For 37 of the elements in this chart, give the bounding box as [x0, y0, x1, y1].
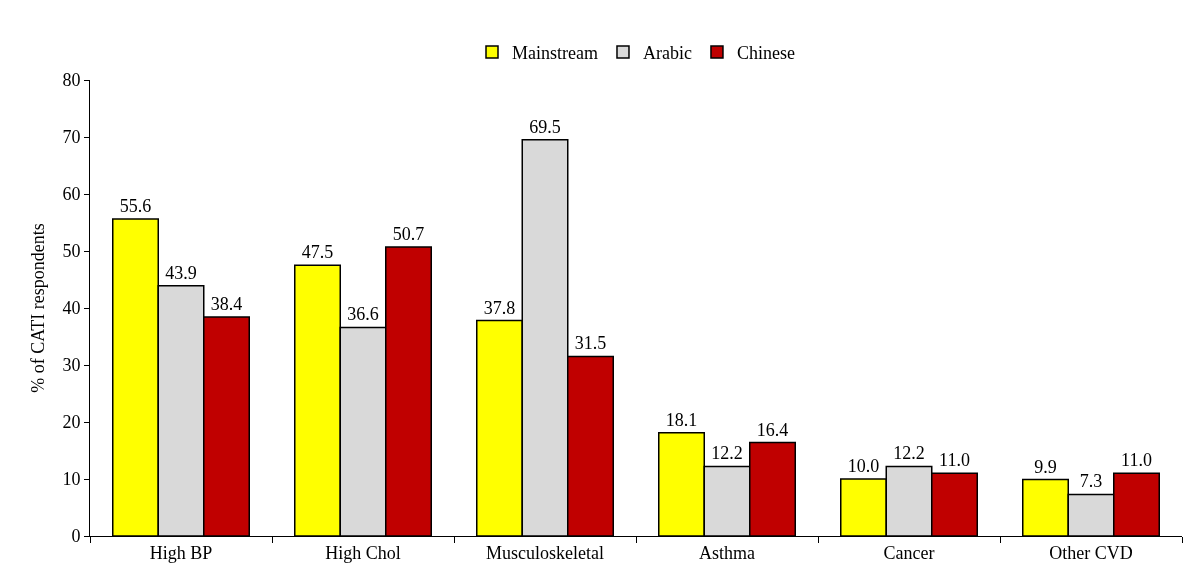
x-tick-label: High Chol [325, 542, 401, 563]
data-label: 50.7 [392, 224, 425, 245]
y-tick-label: 0 [71, 526, 81, 547]
x-tick-label: High BP [149, 542, 213, 563]
y-tick-label: 30 [62, 355, 81, 376]
x-tick-label: Cancer [883, 542, 935, 563]
legend-label: Arabic [642, 43, 692, 64]
legend-label: Chinese [736, 43, 795, 64]
data-label: 10.0 [847, 456, 880, 476]
data-label: 9.9 [1034, 456, 1057, 477]
y-tick-label: 10 [62, 469, 81, 490]
y-tick-label: 40 [62, 298, 81, 319]
data-label: 12.2 [711, 443, 743, 464]
y-axis-title: % of CATI respondents [28, 223, 48, 393]
data-label: 16.4 [756, 419, 789, 440]
x-tick-label: Other CVD [1049, 542, 1133, 563]
data-label: 7.3 [1079, 471, 1103, 492]
data-label: 43.9 [165, 262, 197, 283]
data-label: 47.5 [301, 242, 334, 263]
data-label: 55.6 [119, 196, 152, 217]
x-tick-label: Musculoskeletal [486, 542, 604, 563]
data-label: 69.5 [529, 116, 561, 137]
data-label: 38.4 [210, 294, 243, 315]
y-tick-label: 80 [62, 70, 81, 91]
data-label: 11.0 [939, 450, 970, 471]
data-label: 37.8 [483, 297, 516, 318]
data-label: 12.2 [893, 443, 925, 464]
data-label: 36.6 [347, 304, 379, 325]
data-label: 18.1 [665, 409, 698, 430]
data-label: 11.0 [1121, 450, 1152, 471]
y-tick-label: 70 [62, 127, 81, 148]
y-tick-label: 20 [62, 412, 81, 433]
x-tick-label: Asthma [699, 542, 756, 563]
y-tick-label: 60 [62, 184, 81, 205]
data-label: 31.5 [574, 333, 607, 354]
y-tick-label: 50 [62, 241, 81, 262]
legend-label: Mainstream [512, 43, 598, 64]
